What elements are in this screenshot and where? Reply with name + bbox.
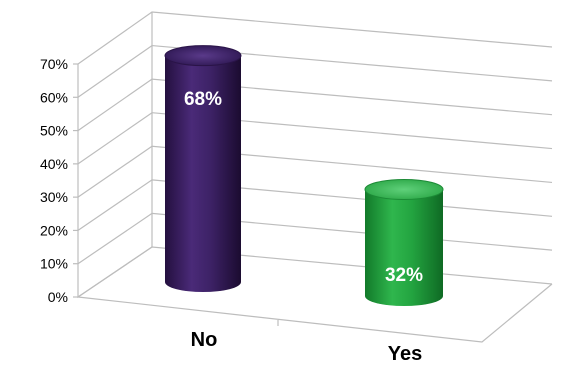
gridline (77, 145, 553, 198)
y-tick-label: 0% (48, 289, 68, 305)
gridline (77, 246, 553, 298)
x-axis-category-labels: No Yes (191, 329, 423, 365)
bar-yes: 32% (364, 178, 444, 306)
y-tick-label: 70% (40, 56, 68, 72)
category-label-no: No (191, 329, 218, 351)
y-tick-label: 30% (40, 189, 68, 205)
gridline (77, 212, 553, 265)
bar-top (164, 45, 242, 67)
data-label: 32% (385, 265, 423, 286)
bar-body (365, 189, 443, 296)
bars: 68% 32% (164, 45, 444, 306)
gridline (77, 44, 553, 98)
floor-outline (77, 283, 553, 343)
y-tick-label: 40% (40, 156, 68, 172)
gridlines (73, 11, 553, 298)
bar-body (165, 55, 241, 283)
y-tick-label: 10% (40, 256, 68, 272)
y-axis-tick-labels: 0% 10% 20% 30% 40% 50% 60% 70% (40, 56, 68, 305)
bar-no: 68% (164, 45, 242, 292)
bar-top (364, 178, 444, 200)
data-label: 68% (184, 89, 222, 110)
y-tick-label: 50% (40, 123, 68, 139)
y-axis-line (77, 64, 153, 299)
y-tick-label: 20% (40, 222, 68, 238)
y-tick-label: 60% (40, 89, 68, 105)
category-label-yes: Yes (388, 343, 422, 365)
gridline (77, 11, 553, 65)
chart-walls (77, 12, 553, 343)
gridline (77, 179, 553, 231)
gridline (77, 112, 553, 165)
gridline (77, 78, 553, 132)
